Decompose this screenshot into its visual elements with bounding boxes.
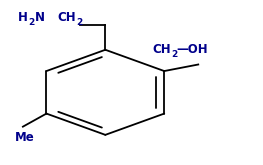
Text: 2: 2 (171, 50, 178, 59)
Text: —OH: —OH (176, 43, 208, 56)
Text: 2: 2 (28, 18, 34, 27)
Text: Me: Me (15, 131, 35, 144)
Text: N: N (35, 11, 45, 24)
Text: H: H (18, 11, 28, 24)
Text: CH: CH (57, 11, 75, 24)
Text: 2: 2 (76, 18, 82, 27)
Text: CH: CH (153, 43, 171, 56)
